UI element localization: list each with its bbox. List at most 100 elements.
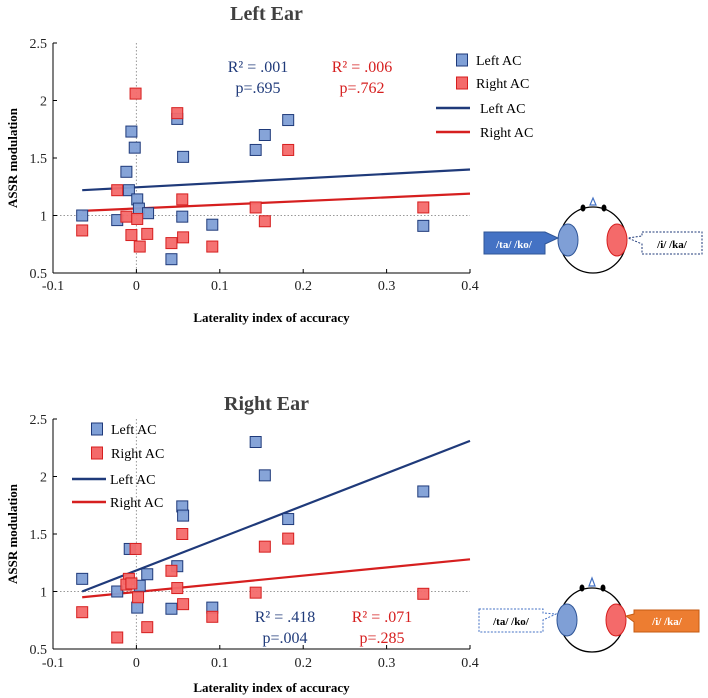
left-ac-point <box>177 150 190 163</box>
right-ac-point <box>249 586 262 599</box>
x-tick-label: 0.1 <box>211 279 229 294</box>
right-ac-trendline <box>82 558 471 599</box>
legend-label: Left AC <box>110 473 156 488</box>
y-tick-label: 2.5 <box>30 37 48 52</box>
right-ac-point <box>417 201 430 214</box>
left-ac-point <box>122 184 135 197</box>
nose-icon <box>588 576 596 587</box>
left-ac-point <box>111 585 124 598</box>
right-ac-point <box>176 193 189 206</box>
right-bubble-label: /i/ /ka/ <box>656 239 688 251</box>
right-ac-point <box>141 227 154 240</box>
y-axis-label: ASSR modulation <box>5 483 20 584</box>
left-ac-point <box>249 436 262 448</box>
right-ac-point <box>76 606 89 619</box>
y-tick-label: 1.5 <box>30 152 48 167</box>
x-tick-label: 0.3 <box>378 279 396 294</box>
r-squared-label: R² = .418 <box>255 609 316 626</box>
left-ac-point <box>76 209 89 222</box>
left-ac-point <box>176 210 189 223</box>
x-axis-label: Laterality index of accuracy <box>193 680 350 695</box>
x-tick-label: 0.3 <box>378 656 396 671</box>
right-ac-point <box>258 540 271 553</box>
right-ac-point <box>111 631 124 644</box>
legend-label: Right AC <box>110 496 163 511</box>
right-ac-point <box>120 210 133 223</box>
legend-marker <box>456 53 468 67</box>
right-ac-point <box>111 184 124 197</box>
r-squared-label: R² = .071 <box>352 609 413 626</box>
right-ac-point <box>133 240 146 253</box>
x-tick-label: -0.1 <box>42 279 64 294</box>
right-ac-point <box>171 107 184 120</box>
x-tick-label: 0.1 <box>211 656 229 671</box>
left-ac-point <box>76 572 89 585</box>
right-ac-point <box>165 237 178 250</box>
y-tick-label: 2 <box>40 95 47 110</box>
p-value-label: p=.762 <box>339 80 384 97</box>
y-tick-label: 0.5 <box>30 267 48 282</box>
left-ac-point <box>177 509 190 522</box>
right-ac-point <box>177 231 190 244</box>
right-ac-point <box>125 229 138 242</box>
p-value-label: p=.004 <box>262 630 307 647</box>
right-bubble-label: /i/ /ka/ <box>651 616 683 628</box>
left-ac-point <box>258 129 271 141</box>
x-tick-label: -0.1 <box>42 656 64 671</box>
left-ac-point <box>417 219 430 232</box>
left-bubble-label: /ta/ /ko/ <box>495 239 533 251</box>
x-tick-label: 0.2 <box>294 656 312 671</box>
left-ac-region <box>556 603 578 637</box>
legend-label: Left AC <box>476 54 522 69</box>
p-value-label: p=.695 <box>235 80 280 97</box>
left-ac-trendline <box>82 168 471 192</box>
legend-marker <box>456 76 468 90</box>
y-tick-label: 1.5 <box>30 528 48 543</box>
right-ac-point <box>176 528 189 540</box>
left-ac-point <box>125 125 138 138</box>
right-ac-point <box>206 240 219 253</box>
left-ac-point <box>282 513 295 526</box>
chart-0: Left Ear -0.1 0 0.1 0.2 0.3 0.4 0.5 1 1.5 2 2.5 Late… <box>5 3 533 325</box>
right-ac-point <box>171 582 184 595</box>
y-tick-label: 0.5 <box>30 643 48 658</box>
left-ac-point <box>258 469 271 482</box>
nose-icon <box>589 196 597 206</box>
left-ac-point <box>120 165 133 178</box>
right-ac-point <box>141 621 154 634</box>
right-ac-point <box>125 577 138 590</box>
y-tick-label: 1 <box>40 586 47 601</box>
legend-label: Right AC <box>111 447 164 462</box>
left-ac-point <box>417 485 430 498</box>
chart-title: Left Ear <box>230 3 303 25</box>
left-ac-point <box>206 218 219 231</box>
left-ac-point <box>282 114 295 127</box>
right-ac-region <box>606 223 628 257</box>
right-ac-point <box>165 564 178 577</box>
left-bubble-label: /ta/ /ko/ <box>492 616 530 628</box>
left-ac-point <box>165 602 178 615</box>
right-ac-point <box>129 87 142 100</box>
legend: Left AC Right AC Left AC Right AC <box>72 422 164 511</box>
right-ac-point <box>282 143 295 156</box>
chart-title: Right Ear <box>224 393 309 415</box>
y-axis-label: ASSR modulation <box>5 107 20 208</box>
y-tick-label: 1 <box>40 210 47 225</box>
right-ac-region <box>605 603 627 637</box>
x-axis-label: Laterality index of accuracy <box>193 310 350 325</box>
legend-label: Left AC <box>480 102 526 117</box>
legend-label: Right AC <box>480 126 533 141</box>
chart-1: Right Ear -0.1 0 0.1 0.2 0.3 0.4 0.5 1 1.5 2 2.5 Lat… <box>5 393 479 695</box>
left-ac-point <box>142 207 155 220</box>
left-ac-point <box>128 141 141 154</box>
legend-label: Right AC <box>476 77 529 92</box>
p-value-label: p=.285 <box>359 630 404 647</box>
x-tick-label: 0.4 <box>461 656 479 671</box>
legend-marker <box>91 446 103 460</box>
y-tick-label: 2.5 <box>30 413 48 428</box>
y-tick-label: 2 <box>40 471 47 486</box>
legend-label: Left AC <box>111 423 157 438</box>
left-ac-point <box>165 253 178 266</box>
right-ac-point <box>417 587 430 600</box>
left-ac-region <box>557 223 579 257</box>
